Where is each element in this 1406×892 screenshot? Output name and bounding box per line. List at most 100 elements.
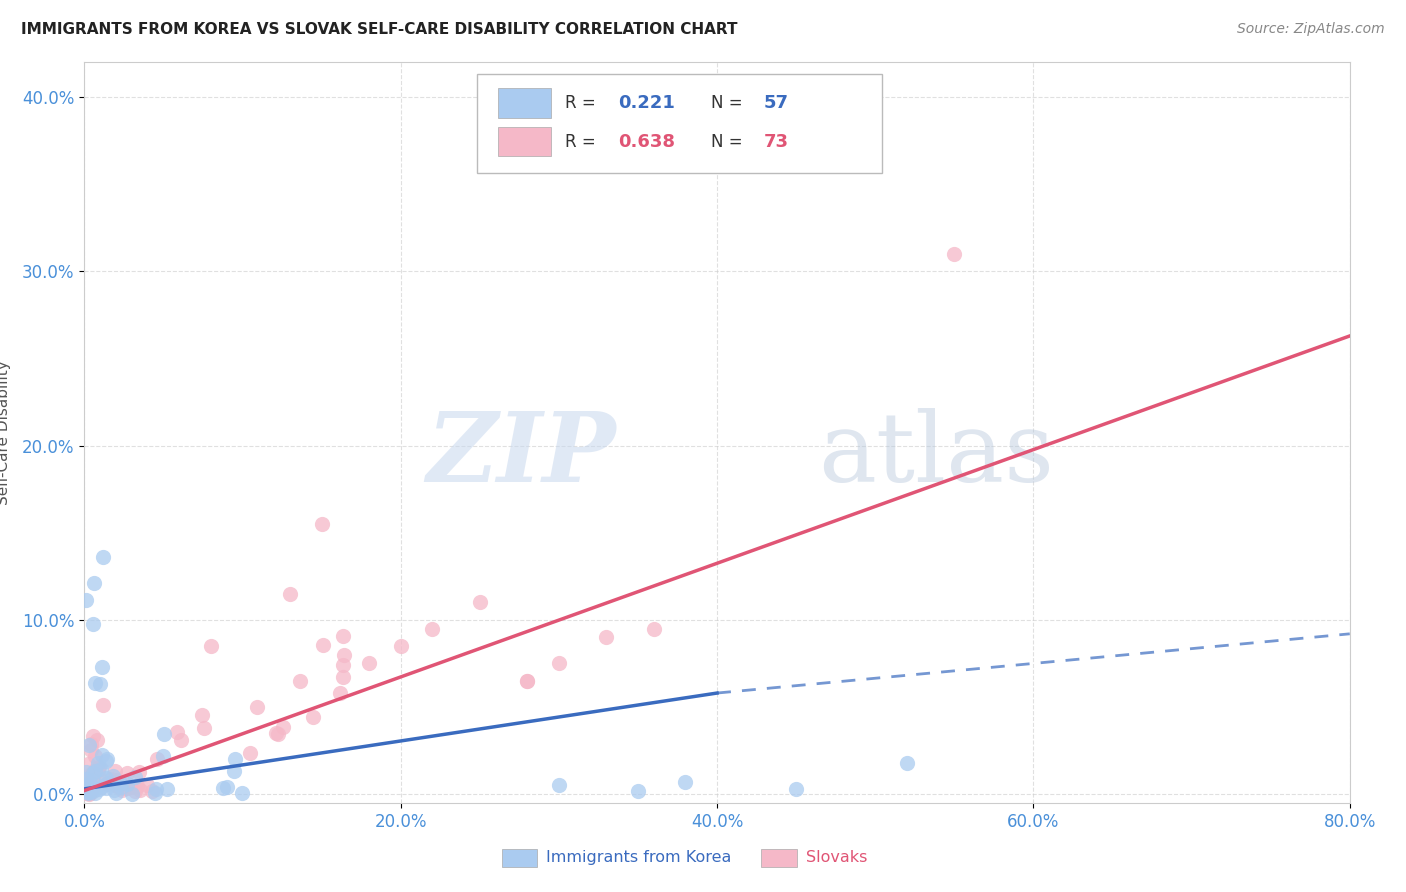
Point <box>288 673 311 688</box>
Point <box>548 778 571 792</box>
Point <box>896 756 918 770</box>
Point <box>224 764 246 779</box>
Point <box>91 549 114 564</box>
Text: Immigrants from Korea: Immigrants from Korea <box>546 850 731 865</box>
Point <box>87 763 110 777</box>
Point <box>264 726 287 740</box>
Point <box>80 766 103 780</box>
Point <box>332 670 354 684</box>
Point <box>112 781 135 796</box>
Point <box>84 749 107 764</box>
Point <box>75 772 97 786</box>
Point <box>124 770 146 784</box>
Point <box>75 593 97 607</box>
Text: R =: R = <box>565 133 602 151</box>
Point <box>278 587 301 601</box>
Point <box>82 774 104 789</box>
Point <box>77 785 100 799</box>
Text: 0.221: 0.221 <box>619 95 675 112</box>
Text: 73: 73 <box>763 133 789 151</box>
Point <box>82 730 104 744</box>
Point <box>75 778 97 792</box>
Point <box>77 739 100 753</box>
Point <box>943 247 966 261</box>
Point <box>224 752 246 766</box>
Point <box>127 779 149 793</box>
Bar <box>498 88 551 118</box>
Point <box>77 785 100 799</box>
Bar <box>498 127 551 156</box>
Point <box>91 747 114 762</box>
Point <box>785 781 807 796</box>
Point <box>83 767 105 781</box>
Point <box>104 772 127 787</box>
Point <box>84 787 107 801</box>
Point <box>156 781 179 796</box>
Point <box>212 780 235 795</box>
Point <box>80 783 103 797</box>
Point <box>104 777 127 791</box>
Point <box>77 787 100 801</box>
Point <box>115 781 138 796</box>
Point <box>627 783 650 797</box>
Text: R =: R = <box>565 95 602 112</box>
Point <box>153 727 176 741</box>
Text: Source: ZipAtlas.com: Source: ZipAtlas.com <box>1237 22 1385 37</box>
Point <box>170 733 193 747</box>
Point <box>332 629 354 643</box>
Point <box>128 782 150 797</box>
Point <box>595 630 617 644</box>
Point <box>87 756 110 770</box>
Point <box>389 639 412 653</box>
Point <box>193 722 215 736</box>
Point <box>104 764 127 778</box>
Point <box>77 785 100 799</box>
Point <box>245 699 267 714</box>
Point <box>231 786 253 800</box>
Point <box>333 648 356 662</box>
Point <box>101 769 124 783</box>
Point <box>117 766 139 780</box>
Point <box>94 771 117 785</box>
Point <box>215 780 238 795</box>
Point <box>110 776 132 790</box>
Point <box>86 733 108 747</box>
Y-axis label: Self-Care Disability: Self-Care Disability <box>0 360 11 505</box>
Point <box>75 786 97 800</box>
Point <box>87 768 110 782</box>
Bar <box>502 848 537 867</box>
Point <box>79 776 101 790</box>
Point <box>200 639 222 653</box>
Point <box>76 772 98 786</box>
Point <box>82 784 104 798</box>
Point <box>79 782 101 797</box>
Point <box>152 749 174 764</box>
Point <box>96 754 118 768</box>
Point <box>96 776 118 790</box>
Point <box>115 777 138 791</box>
Point <box>191 708 214 723</box>
Point <box>548 657 571 671</box>
Point <box>267 727 290 741</box>
Point <box>80 743 103 757</box>
Point <box>111 782 134 797</box>
Text: atlas: atlas <box>818 408 1054 502</box>
Point <box>143 786 166 800</box>
Point <box>79 786 101 800</box>
Point <box>77 784 100 798</box>
Point <box>329 686 352 700</box>
Text: ZIP: ZIP <box>426 408 616 502</box>
Point <box>90 780 112 794</box>
Point <box>90 763 112 777</box>
Point <box>141 784 163 798</box>
Point <box>124 784 146 798</box>
Point <box>468 595 491 609</box>
Point <box>675 775 697 789</box>
Text: Slovaks: Slovaks <box>806 850 868 865</box>
Point <box>93 698 115 713</box>
Point <box>110 780 132 795</box>
Point <box>82 616 104 631</box>
Point <box>82 781 104 796</box>
Point <box>100 772 122 787</box>
Point <box>83 576 105 591</box>
